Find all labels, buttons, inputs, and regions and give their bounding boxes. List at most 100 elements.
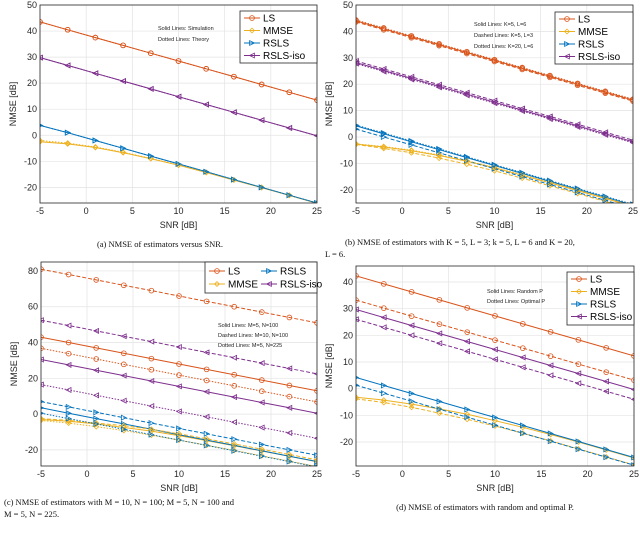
data-point-RSLS [231,447,238,454]
data-point-LS [314,320,317,326]
data-point-MMSE [631,461,634,466]
figure-caption: (c) NMSE of estimators with M = 10, N = … [4,497,235,507]
x-tick-label: 15 [536,206,546,216]
y-tick-label: 0 [348,132,353,142]
data-point-LS [148,287,155,294]
data-point-RSLS [176,437,183,444]
data-point-LS [176,372,182,378]
data-point-RSLS-iso [435,84,442,91]
data-point-MMSE [463,157,470,164]
data-point-LS [41,345,44,352]
data-point-MMSE [464,416,471,423]
x-tick-label: -5 [352,206,360,216]
data-point-MMSE [203,442,210,449]
data-point-RSLS-iso [546,116,553,123]
data-point-RSLS [65,415,72,422]
y-tick-label: 20 [28,373,38,383]
annotation-text: Dashed Lines: M=10, N=100 [218,333,288,339]
data-point-RSLS-iso [119,78,126,85]
data-point-LS [121,350,127,357]
data-point-LS [231,73,237,80]
data-point-RSLS [519,173,526,180]
data-point-LS [203,366,210,373]
annotation-text: Dashed Lines: K=5, L=3 [474,33,533,39]
data-point-LS [491,58,498,65]
data-point-LS [93,345,99,351]
data-point-LS [231,303,238,310]
data-point-LS [575,337,582,343]
x-tick-label: 0 [400,206,405,216]
data-point-LS [92,34,99,41]
data-point-LS [380,25,387,31]
data-point-RSLS-iso [547,372,554,379]
legend-entry-LS: LS [228,267,241,278]
series-line-RSLS-solid [40,124,317,203]
data-point-LS [258,388,265,395]
data-point-MMSE [547,437,554,444]
data-point-LS [286,314,293,321]
x-tick-label: 5 [446,206,451,216]
data-point-MMSE [203,435,210,442]
data-point-LS [176,361,182,367]
legend-entry-LS: LS [263,14,276,25]
annotation-text: Dotted Lines: K=20, L=6 [474,44,533,50]
data-point-RSLS [203,168,210,175]
y-tick-label: 10 [343,106,353,116]
data-point-RSLS [408,390,415,397]
legend-marker-icon [265,280,272,288]
x-tick-label: 0 [400,469,405,479]
series-line-LS-dashed [356,299,634,381]
data-point-MMSE [546,179,553,186]
data-point-MMSE [286,451,293,458]
data-point-RSLS-iso [175,93,182,100]
y-tick-label: 50 [343,0,353,10]
data-point-LS [121,282,127,289]
data-point-RSLS-iso [602,388,609,395]
annotation-text: Dotted Lines: M=5, N=225 [218,343,282,349]
y-tick-label: -20 [340,437,353,447]
legend-entry-MMSE: MMSE [578,27,608,38]
figure-caption: (d) NMSE of estimators with random and o… [396,502,574,512]
data-point-MMSE [41,417,44,424]
series-line-RSLS-iso-dashed [356,60,633,141]
data-point-LS [380,281,387,287]
legend-marker-icon [564,28,570,35]
data-point-MMSE [380,143,387,150]
data-point-RSLS-iso [518,108,525,115]
data-point-RSLS [314,452,317,459]
chart-panel-c: -5 0 5 10 15 20 25 -20 0 20 40 60 80 SNR [dB] NMSE [dB… [4,261,323,519]
data-point-RSLS-iso [491,100,498,107]
y-tick-label: 30 [343,53,353,63]
data-point-RSLS [380,390,388,397]
legend-marker-icon [266,267,273,275]
data-point-LS [603,369,609,375]
y-tick-label: 20 [27,78,37,88]
data-point-RSLS-iso [436,330,443,337]
series-line-MMSE-dotted [40,140,317,203]
data-point-RSLS [408,141,415,148]
legend-entry-RSLS: RSLS [280,267,306,278]
data-point-LS [408,289,415,295]
data-point-RSLS [258,441,266,448]
legend-entry-LS: LS [590,275,603,286]
data-point-LS [436,321,443,327]
data-point-LS [380,27,387,33]
data-point-LS [575,361,582,367]
series-line-RSLS-solid [356,377,634,458]
data-point-LS [286,89,293,96]
x-tick-label: 15 [220,469,230,479]
data-point-RSLS [93,420,100,427]
data-point-MMSE [356,395,359,402]
series-line-LS-dashed [356,21,633,102]
y-axis-label: NMSE [dB] [8,82,18,127]
legend-entry-LS: LS [578,15,591,26]
data-point-MMSE [258,446,265,453]
data-point-LS [231,383,238,389]
data-point-RSLS-iso [258,424,265,431]
legend-marker-icon [564,40,571,48]
data-point-LS [64,26,71,33]
y-tick-label: 10 [27,104,37,114]
legend-entry-RSLS-iso: RSLS-iso [590,312,633,323]
data-point-RSLS-iso [92,392,99,399]
legend-marker-icon [249,39,256,47]
